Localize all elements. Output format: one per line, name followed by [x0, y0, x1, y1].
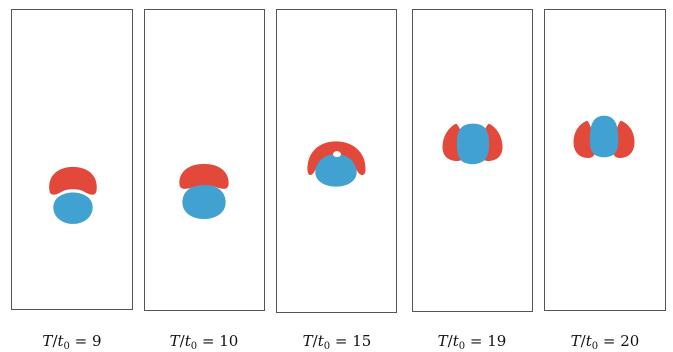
caption-value: 9 — [92, 332, 102, 350]
panel-t19 — [412, 9, 533, 312]
subscript: 0 — [190, 341, 198, 352]
ratio-symbol: T — [169, 332, 180, 350]
blue-blob — [53, 192, 93, 224]
caption-value: 15 — [352, 332, 372, 350]
subscript: 0 — [323, 341, 331, 352]
panel-t10 — [144, 9, 265, 311]
ratio-t: t — [57, 332, 64, 350]
panel-t9-drawing — [49, 166, 97, 224]
caption-value: 19 — [487, 332, 507, 350]
red-lobe-left — [573, 120, 596, 159]
ratio-t: t — [585, 332, 592, 350]
blue-blob — [456, 123, 490, 165]
subscript: 0 — [458, 341, 466, 352]
red-lobe-right — [612, 120, 635, 159]
panel-t20 — [544, 9, 666, 311]
caption-t9: T/t0 = 9 — [42, 332, 102, 352]
blue-blob — [589, 115, 619, 158]
panel-t15-drawing — [307, 141, 366, 187]
caption-value: 10 — [219, 332, 239, 350]
red-blob — [49, 166, 97, 195]
caption-t20: T/t0 = 20 — [570, 332, 640, 352]
core-highlight — [333, 151, 341, 158]
ratio-symbol: T — [437, 332, 448, 350]
ratio-symbol: T — [302, 332, 313, 350]
caption-t10: T/t0 = 10 — [169, 332, 239, 352]
subscript: 0 — [63, 341, 70, 352]
ratio-symbol: T — [42, 332, 53, 350]
subscript: 0 — [591, 341, 599, 352]
caption-t19: T/t0 = 19 — [437, 332, 507, 352]
caption-value: 20 — [620, 332, 640, 350]
panel-t19-drawing — [442, 123, 503, 165]
caption-t15: T/t0 = 15 — [302, 332, 372, 352]
ratio-t: t — [317, 332, 324, 350]
panel-t15 — [276, 9, 397, 313]
blue-blob — [315, 154, 357, 187]
panel-t10-drawing — [179, 163, 229, 220]
ratio-symbol: T — [570, 332, 581, 350]
blue-blob — [182, 184, 226, 220]
panel-t9 — [11, 9, 133, 310]
red-blob — [307, 141, 366, 176]
red-blob — [179, 163, 229, 189]
ratio-t: t — [184, 332, 191, 350]
ratio-t: t — [452, 332, 459, 350]
panel-t20-drawing — [573, 115, 635, 159]
